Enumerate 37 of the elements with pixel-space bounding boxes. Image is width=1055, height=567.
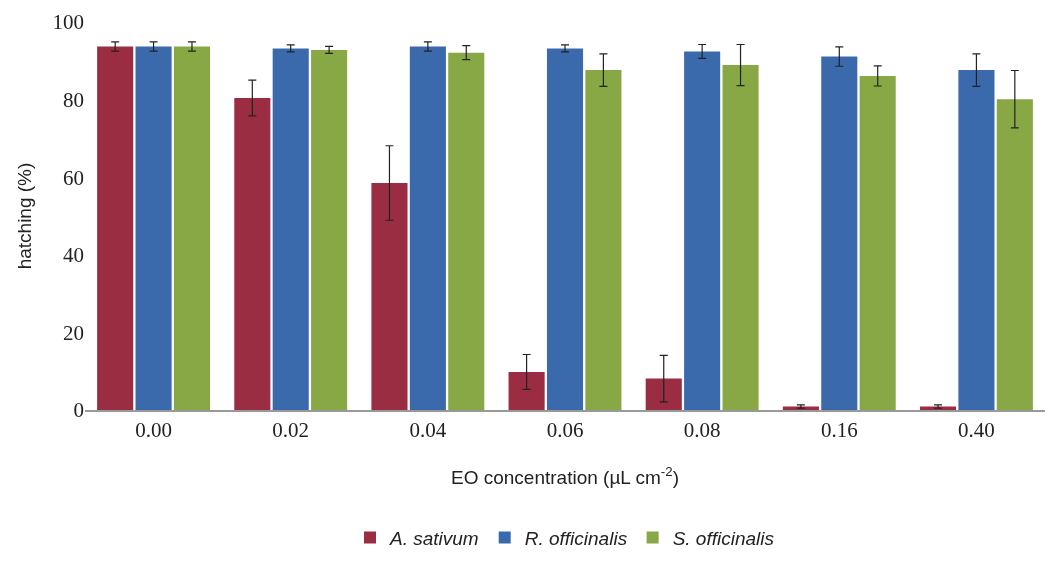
x-tick-label: 0.06 [546,417,584,442]
legend-label: R. officinalis [524,527,628,549]
bar [234,98,271,410]
x-axis-title: EO concentration (µL cm$^{-2}$) [451,464,679,489]
bar [821,56,858,410]
bar [311,49,348,410]
bar [272,48,309,410]
bar [409,46,446,410]
x-tick-label: 0.40 [958,417,995,442]
bar [958,70,995,410]
y-tick-label: 80 [63,87,84,112]
x-tick-label: 0.08 [683,417,721,442]
x-tick-label: 0.00 [135,417,172,442]
bar [448,52,485,410]
bar [722,65,759,410]
bar [859,75,896,410]
bar [371,183,408,410]
bar [996,99,1033,410]
y-axis-title: hatching (%) [14,162,36,270]
x-tick-label: 0.16 [820,417,858,442]
y-tick-label: 40 [63,243,84,268]
x-tick-label: 0.04 [409,417,447,442]
x-tick-label: 0.02 [272,417,310,442]
legend-label: S. officinalis [672,527,775,549]
bar [585,70,622,410]
bar [684,51,721,410]
bar [508,371,545,410]
legend-label: A. sativum [389,527,479,549]
bar [546,48,584,410]
y-tick-label: 100 [52,10,84,35]
bar [135,46,172,410]
bar [173,46,211,410]
y-tick-label: 0 [73,398,84,423]
bar [97,46,134,410]
bar [645,378,682,410]
y-tick-label: 60 [63,165,84,190]
y-tick-label: 20 [63,320,84,345]
